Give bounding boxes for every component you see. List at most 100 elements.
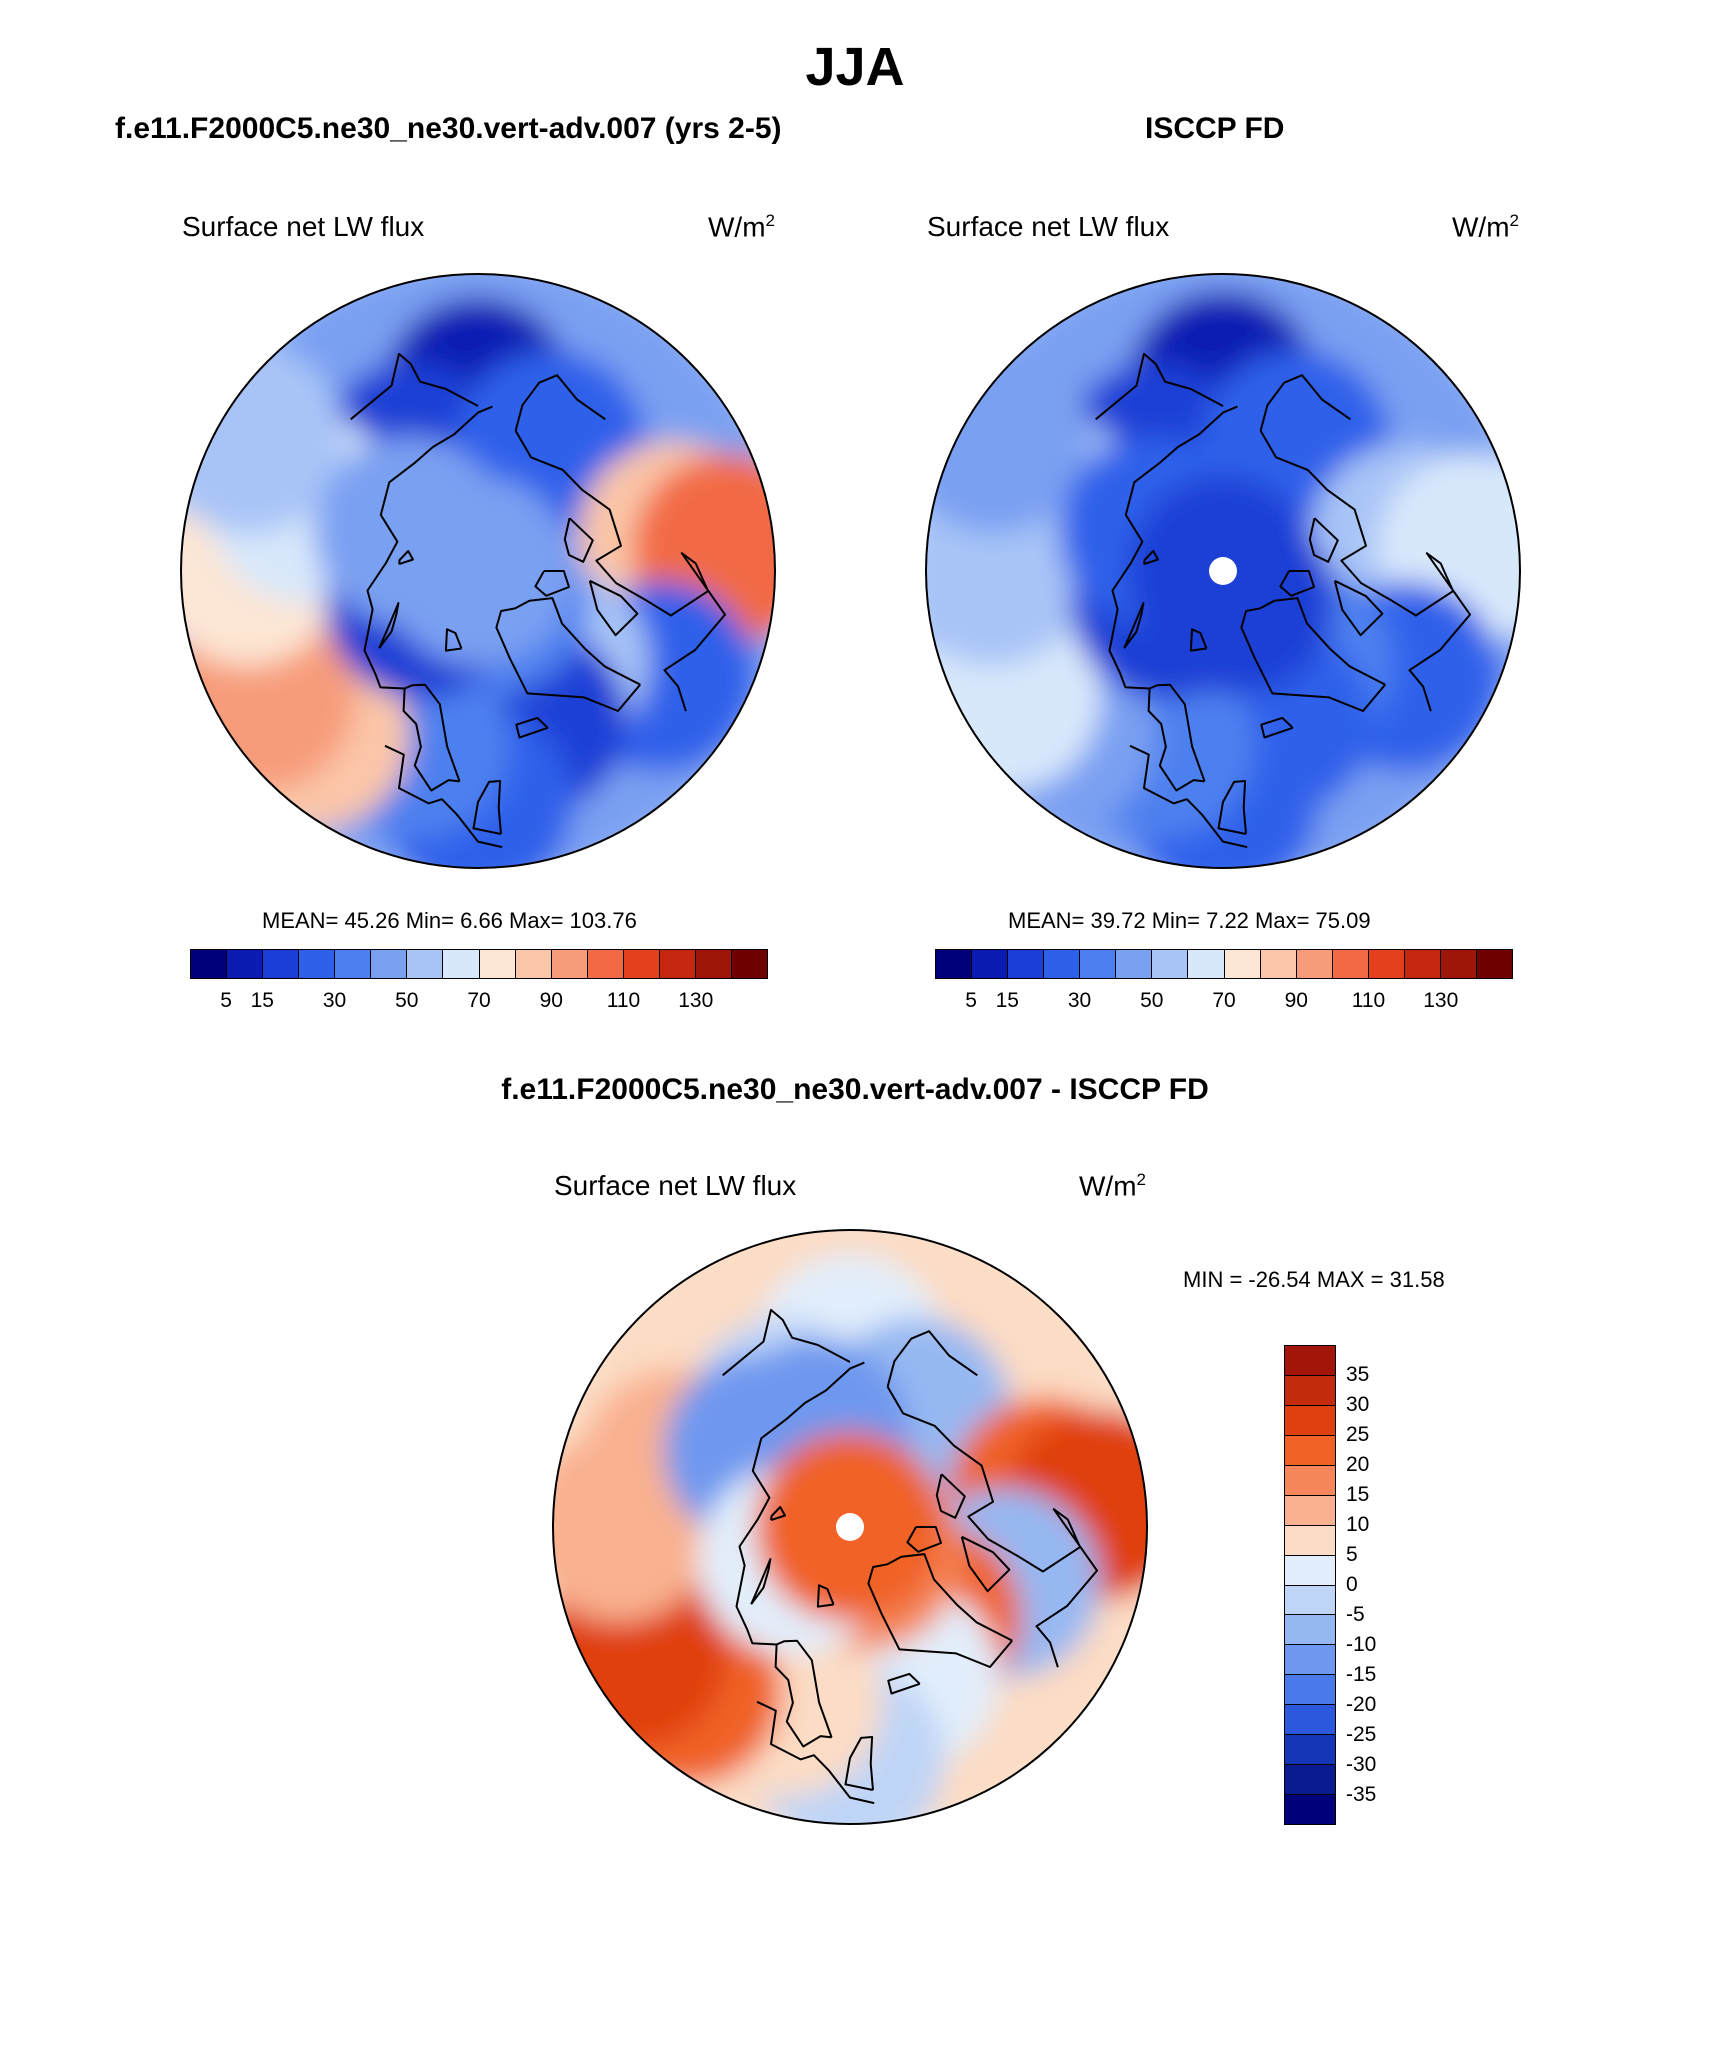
coastline [1147, 683, 1206, 792]
coastline [750, 1558, 772, 1605]
field-blob [181, 344, 345, 534]
colorbar-obs-tick-label: 50 [1140, 989, 1164, 1012]
coastline [960, 1535, 1011, 1593]
coastline [384, 744, 503, 849]
coastline [444, 628, 463, 652]
colorbar-diff-tick-label: -30 [1346, 1753, 1377, 1776]
coastline [398, 550, 414, 566]
coastline [514, 430, 726, 712]
colorbar-model-swatch [587, 950, 624, 978]
colorbar-obs-swatch [1116, 950, 1153, 978]
variable-label-diff: Surface net LW flux [554, 1170, 797, 1201]
colorbar-model-swatch [659, 950, 696, 978]
coastline [1189, 628, 1208, 652]
variable-label-model: Surface net LW flux [182, 211, 425, 242]
coastline [514, 374, 606, 431]
coastline [588, 579, 639, 637]
colorbar-diff-tick-label: 5 [1346, 1543, 1358, 1566]
colorbar-obs-tick-label: 130 [1423, 989, 1459, 1012]
coastline [867, 1553, 1013, 1668]
map-model [180, 273, 776, 869]
colorbar-diff-tick-label: 35 [1346, 1363, 1370, 1386]
colorbar-diff-swatch [1285, 1705, 1335, 1736]
coastline [816, 1584, 835, 1608]
stats-obs: MEAN= 39.72 Min= 7.22 Max= 75.09 [1008, 908, 1371, 933]
coastline [1259, 374, 1351, 431]
colorbar-diff-tick-label: 0 [1346, 1573, 1358, 1596]
colorbar-diff-swatch [1285, 1765, 1335, 1796]
map-boundary-model [180, 273, 776, 869]
colorbar-obs-swatch [1296, 950, 1333, 978]
colorbar-model-swatch [299, 950, 336, 978]
colorbar-diff-swatch [1285, 1555, 1335, 1586]
colorbar-obs-tick-label: 15 [995, 989, 1019, 1012]
colorbar-diff-tick-label: 30 [1346, 1393, 1370, 1416]
field-blob [383, 476, 573, 666]
colorbar-obs-tick-label: 110 [1351, 989, 1386, 1012]
colorbar-diff-tick-label: 20 [1346, 1453, 1370, 1476]
map-obs [925, 273, 1521, 869]
colorbar-model [190, 949, 768, 979]
colorbar-diff-tick-label: -20 [1346, 1693, 1377, 1716]
colorbar-model-swatch [335, 950, 372, 978]
panel-title-obs: ISCCP FD [1145, 112, 1285, 145]
colorbar-diff-tick-label: -10 [1346, 1633, 1377, 1656]
coastline [1095, 352, 1224, 421]
colorbar-diff-swatch [1285, 1795, 1335, 1824]
colorbar-model-tick-label: 5 [220, 989, 232, 1012]
colorbar-diff-tick-label: -35 [1346, 1783, 1377, 1806]
colorbar-model-tick-label: 130 [678, 989, 714, 1012]
colorbar-obs-swatch [1440, 950, 1477, 978]
coastline [1129, 744, 1248, 849]
colorbar-model-swatch [191, 950, 228, 978]
coastline [1123, 602, 1145, 649]
coastline [1108, 405, 1238, 690]
colorbar-model-swatch [695, 950, 732, 978]
colorbar-model-swatch [443, 950, 480, 978]
colorbar-obs-swatch [1224, 950, 1261, 978]
colorbar-model-swatch [371, 950, 408, 978]
variable-label-obs: Surface net LW flux [927, 211, 1170, 242]
main-title: JJA [805, 37, 905, 97]
colorbar-obs-tick-label: 5 [965, 989, 977, 1012]
colorbar-model-tick-label: 70 [467, 989, 491, 1012]
coastline [756, 1700, 875, 1805]
colorbar-diff-swatch [1285, 1435, 1335, 1466]
colorbar-obs-swatch [1152, 950, 1189, 978]
colorbar-diff-swatch [1285, 1495, 1335, 1526]
colorbar-obs-swatch [1368, 950, 1405, 978]
colorbar-diff-swatch [1285, 1675, 1335, 1706]
colorbar-diff-tick-label: 25 [1346, 1423, 1370, 1446]
colorbar-model-swatch [407, 950, 444, 978]
coastline [1260, 716, 1294, 739]
colorbar-diff-swatch [1285, 1735, 1335, 1766]
coastline [1279, 570, 1315, 597]
colorbar-obs-swatch [1260, 950, 1297, 978]
colorbar-model-swatch [623, 950, 660, 978]
pole-hole-diff [836, 1513, 864, 1541]
panel-title-model: f.e11.F2000C5.ne30_ne30.vert-adv.007 (yr… [115, 112, 782, 145]
colorbar-obs-swatch [972, 950, 1009, 978]
colorbar-diff [1284, 1345, 1336, 1825]
colorbar-obs-swatch [1080, 950, 1117, 978]
colorbar-diff-swatch [1285, 1375, 1335, 1406]
colorbar-diff-swatch [1285, 1525, 1335, 1556]
colorbar-model-swatch [263, 950, 300, 978]
colorbar-diff-tick-label: -15 [1346, 1663, 1377, 1686]
colorbar-model-swatch [515, 950, 552, 978]
colorbar-diff-tick-label: -25 [1346, 1723, 1377, 1746]
coastline [1259, 430, 1471, 712]
colorbar-diff-swatch [1285, 1346, 1335, 1376]
coastline [515, 716, 549, 739]
coastline [363, 405, 493, 690]
colorbar-model-swatch [731, 950, 767, 978]
coastline [472, 780, 502, 835]
coastline [906, 1526, 942, 1553]
colorbar-obs-swatch [1008, 950, 1045, 978]
pole-hole-obs [1209, 557, 1237, 585]
colorbar-diff-swatch [1285, 1465, 1335, 1496]
colorbar-model-tick-label: 15 [250, 989, 274, 1012]
colorbar-model-tick-label: 30 [322, 989, 347, 1012]
coastline [378, 602, 400, 649]
colorbar-model-tick-label: 50 [395, 989, 419, 1012]
